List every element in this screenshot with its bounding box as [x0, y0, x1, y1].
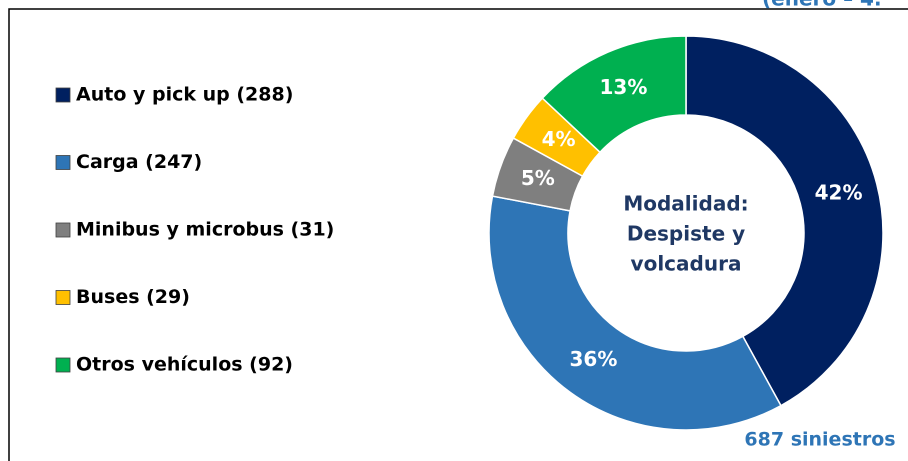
annotation: 687 siniestros	[744, 429, 895, 451]
legend-label: Auto y pick up (288)	[76, 84, 293, 106]
legend-swatch	[55, 222, 71, 238]
frame	[8, 8, 908, 461]
donut-slice	[541, 35, 687, 154]
legend-label: Carga (247)	[76, 151, 202, 173]
header-fragment: (enero – 4.	[762, 0, 882, 11]
slice-label: 5%	[521, 166, 555, 190]
center-text: Despiste y	[627, 222, 745, 246]
slice-label: 4%	[542, 127, 576, 151]
donut-slice	[685, 35, 884, 407]
legend-swatch	[55, 290, 71, 305]
legend-swatch	[55, 357, 71, 373]
legend-swatch	[55, 155, 71, 170]
center-text: volcadura	[631, 252, 742, 276]
slice-label: 42%	[815, 180, 863, 204]
slice-label: 13%	[600, 75, 648, 99]
legend-label: Otros vehículos (92)	[76, 354, 293, 376]
legend-label: Minibus y microbus (31)	[76, 219, 334, 241]
donut-slice	[488, 195, 782, 431]
legend-swatch	[55, 87, 71, 103]
center-text: Modalidad:	[623, 192, 748, 216]
slice-label: 36%	[569, 347, 617, 371]
legend-label: Buses (29)	[76, 286, 190, 308]
